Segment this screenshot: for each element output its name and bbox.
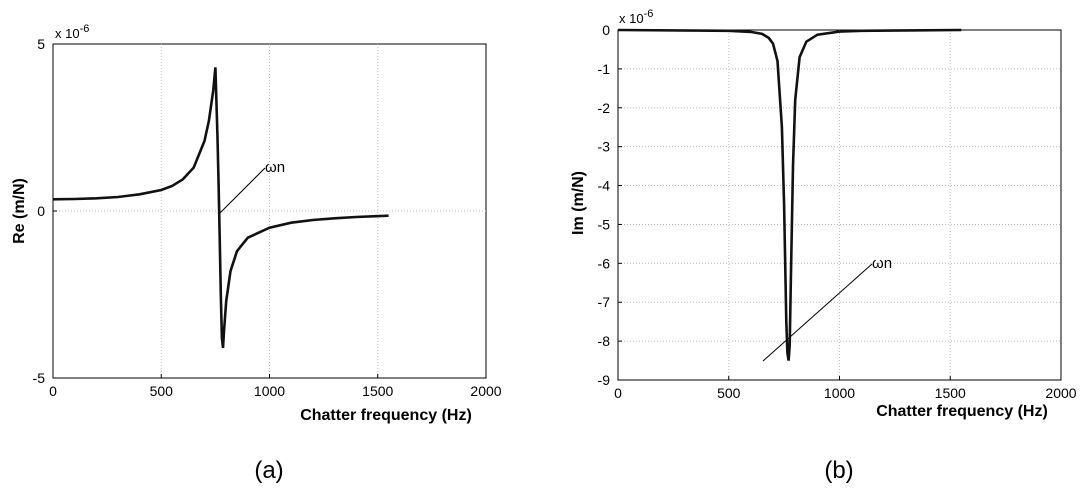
caption-a: (a) — [254, 457, 283, 484]
scale-label-b: x 10-6 — [619, 8, 653, 26]
y-tick-label: -7 — [598, 294, 611, 310]
annotation-leader-a — [219, 167, 266, 214]
y-axis-label-a: Re (m/N) — [11, 178, 28, 244]
y-tick-label: -8 — [598, 333, 611, 349]
y-tick-label: -4 — [598, 178, 611, 194]
annotation-omega-n-a: ωn — [265, 159, 285, 176]
x-tick-label: 1500 — [362, 383, 393, 399]
y-tick-label: -2 — [598, 100, 611, 116]
x-tick-label: 500 — [150, 383, 174, 399]
scale-label-a: x 10-6 — [55, 23, 89, 41]
x-tick-label: 500 — [717, 385, 741, 401]
x-tick-label: 2000 — [1045, 385, 1076, 401]
y-tick-label: -3 — [598, 139, 611, 155]
annotation-leader-b — [762, 263, 873, 362]
x-axis-label-a: Chatter frequency (Hz) — [300, 407, 472, 424]
grid-b — [618, 30, 1061, 380]
caption-b: (b) — [824, 457, 853, 484]
x-axis-label-b: Chatter frequency (Hz) — [876, 403, 1048, 420]
y-tick-label: -9 — [598, 372, 611, 388]
x-tick-label: 0 — [614, 385, 622, 401]
y-axis-label-b: Im (m/N) — [570, 171, 587, 235]
x-tick-label: 1000 — [254, 383, 285, 399]
y-tick-label: -6 — [598, 255, 611, 271]
x-tick-label: 1000 — [824, 385, 855, 401]
y-tick-label: -1 — [598, 61, 611, 77]
annotation-omega-n-b: ωn — [872, 255, 892, 272]
x-tick-label: 0 — [49, 383, 57, 399]
y-tick-label: 5 — [37, 36, 45, 52]
y-tick-label: 0 — [602, 22, 610, 38]
chart-panel-b: 0 500 1000 1500 2000 0 -1 -2 -3 -4 -5 -6 -7 -8 -9 ωn x… — [570, 8, 1077, 484]
x-tick-label: 2000 — [470, 383, 501, 399]
grid-a — [53, 44, 486, 378]
y-tick-label: 0 — [37, 203, 45, 219]
series-line-b — [617, 28, 962, 361]
y-tick-label: -5 — [33, 370, 46, 386]
series-line-a — [52, 67, 389, 349]
y-tick-label: -5 — [598, 216, 611, 232]
ticks-b: 0 500 1000 1500 2000 0 -1 -2 -3 -4 -5 -6 -7 -8 -9 — [598, 22, 1077, 401]
x-tick-label: 1500 — [935, 385, 966, 401]
